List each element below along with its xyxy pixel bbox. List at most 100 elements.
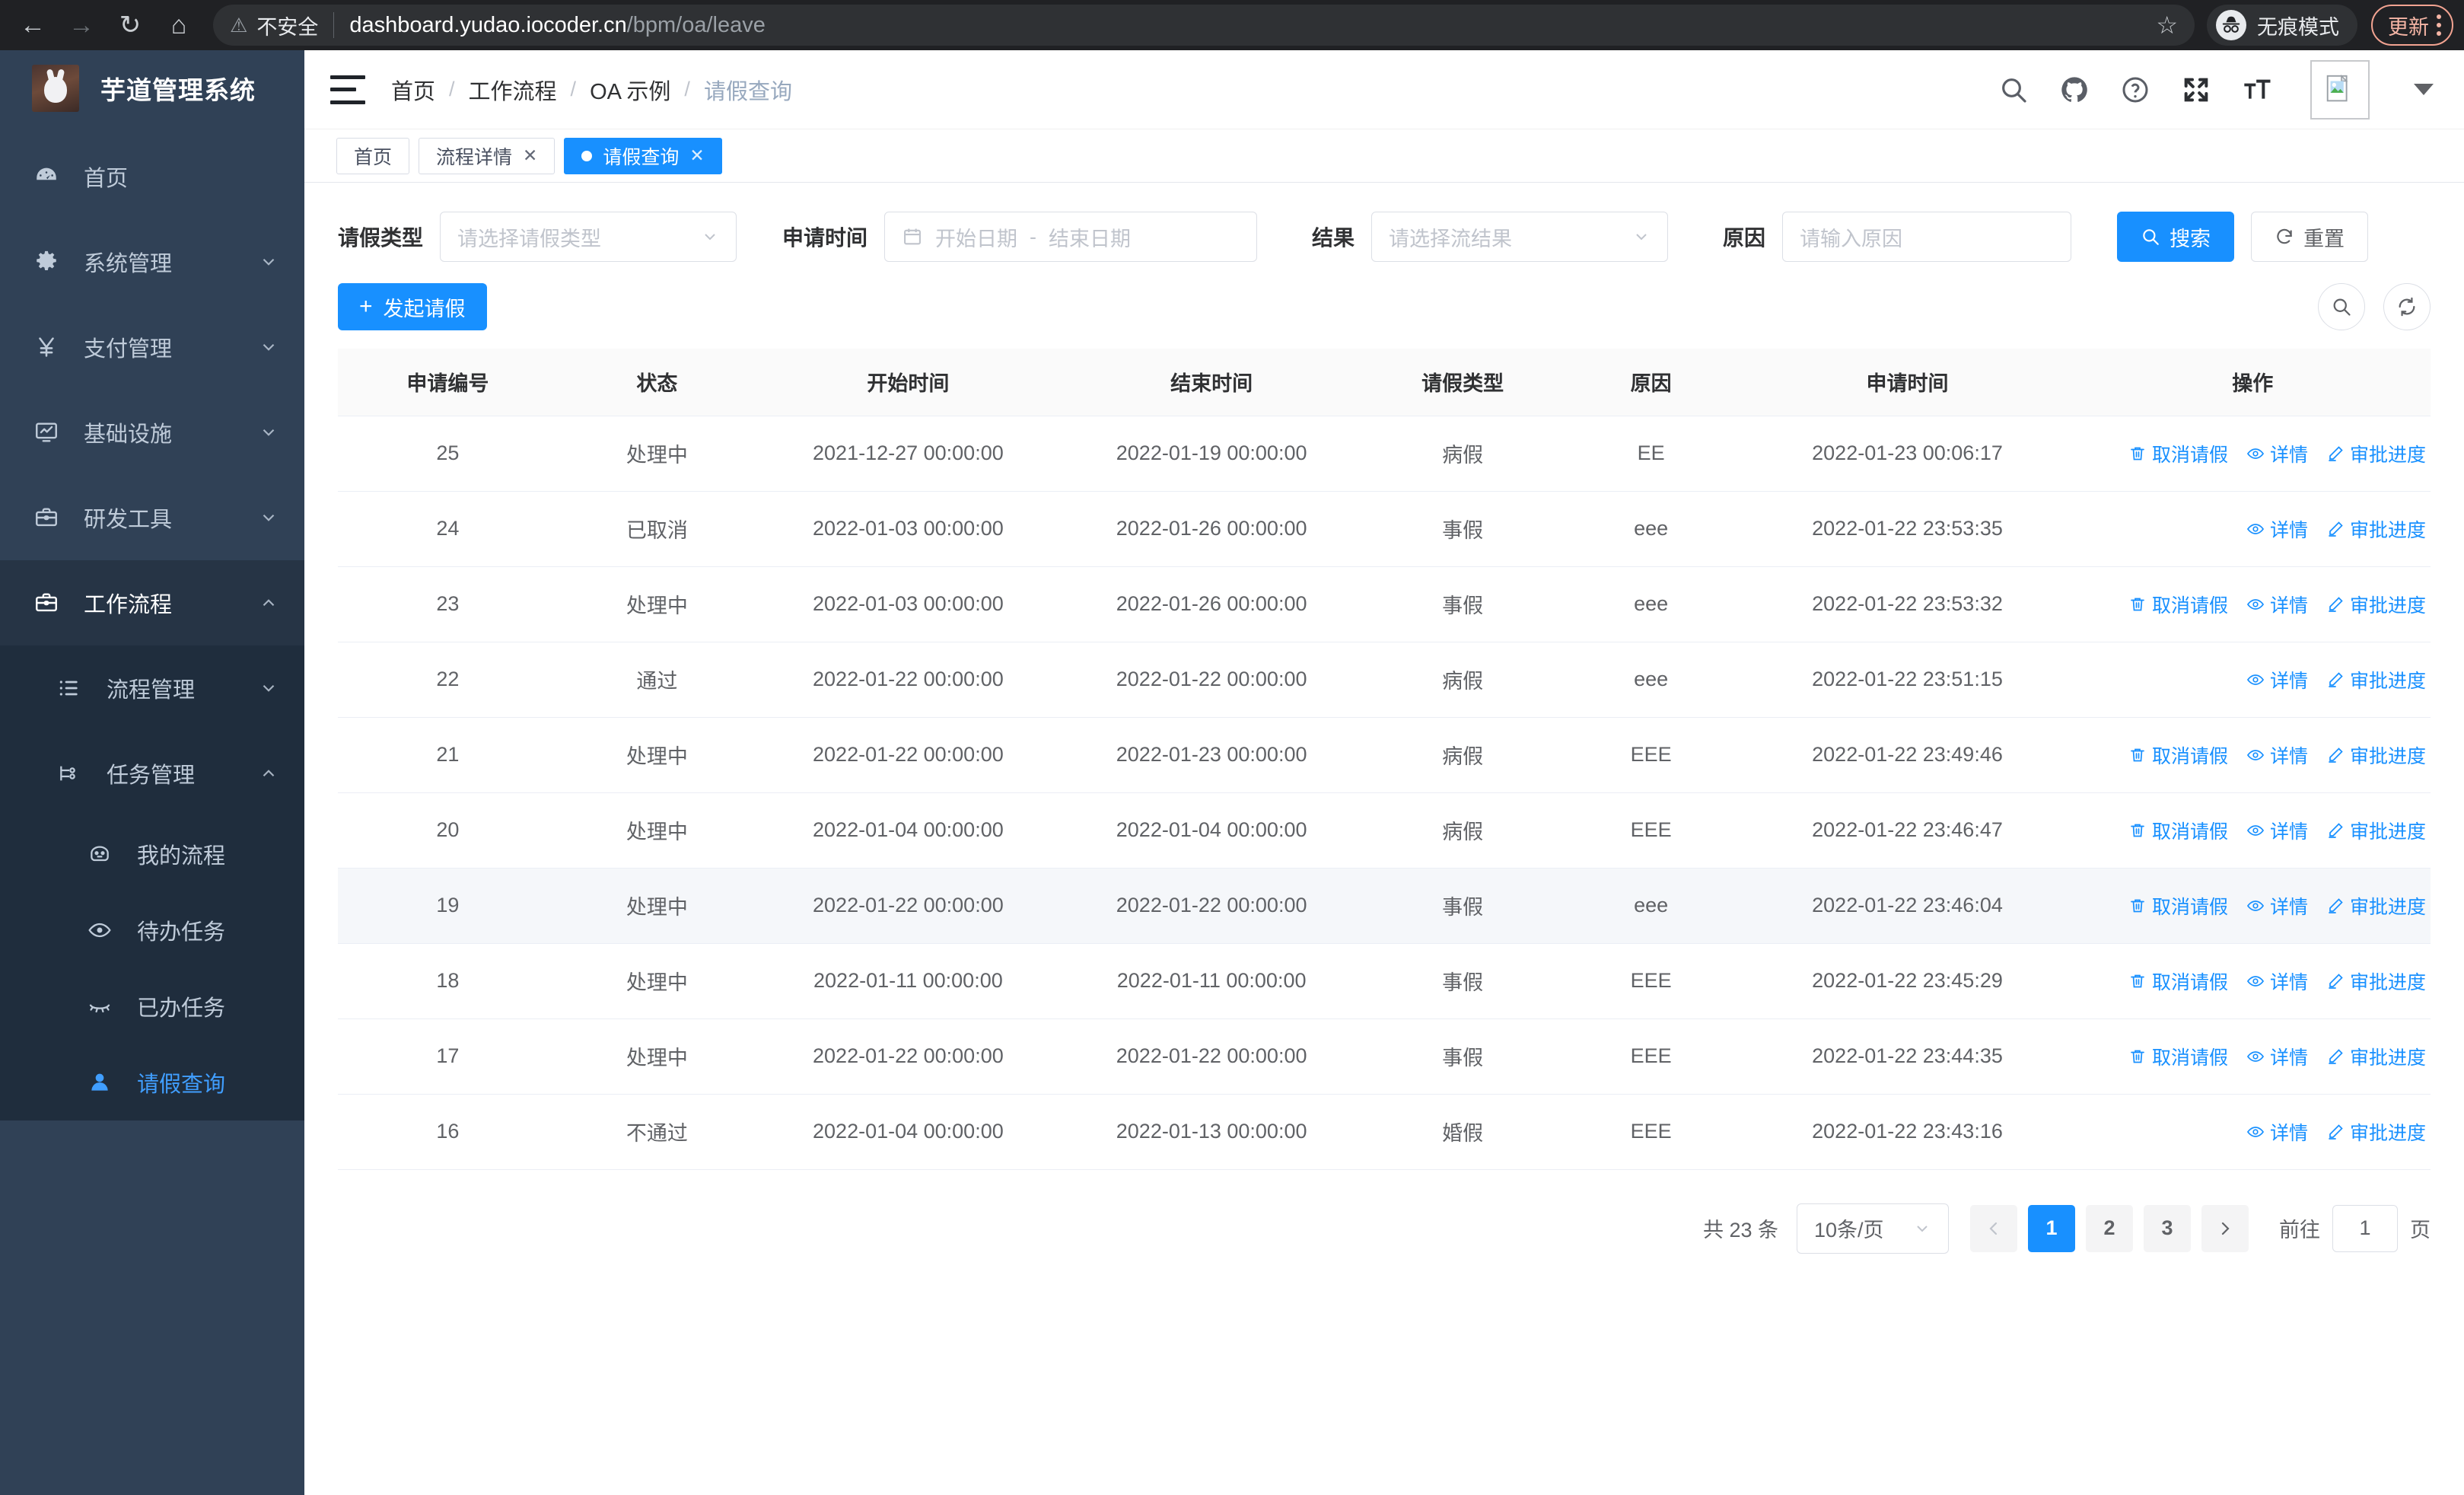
search-icon[interactable] xyxy=(1997,73,2030,107)
hamburger-menu-icon[interactable] xyxy=(330,75,365,104)
toolbar-refresh-button[interactable] xyxy=(2383,283,2431,330)
reason-input[interactable]: 请输入原因 xyxy=(1782,212,2072,262)
forward-icon[interactable]: → xyxy=(68,11,94,40)
detail-link[interactable]: 详情 xyxy=(2246,741,2308,769)
apply-time-range-picker[interactable]: 开始日期 - 结束日期 xyxy=(884,212,1258,262)
brand[interactable]: 芋道管理系统 xyxy=(0,50,304,126)
tab-process-detail[interactable]: 流程详情 ✕ xyxy=(419,137,556,174)
table-row[interactable]: 18 处理中 2022-01-11 00:00:00 2022-01-11 00:00… xyxy=(338,943,2431,1019)
sidebar-item-leave-query[interactable]: 请假查询 xyxy=(0,1044,304,1120)
detail-link[interactable]: 详情 xyxy=(2246,1118,2308,1146)
sidebar-item-system[interactable]: 系统管理 xyxy=(0,219,304,304)
cancel-leave-link[interactable]: 取消请假 xyxy=(2128,892,2228,920)
pagination-prev-button[interactable] xyxy=(1970,1204,2017,1252)
sidebar-item-label: 研发工具 xyxy=(84,508,173,532)
approval-progress-link[interactable]: 审批进度 xyxy=(2326,440,2426,467)
table-row[interactable]: 17 处理中 2022-01-22 00:00:00 2022-01-22 00:00… xyxy=(338,1018,2431,1095)
pagination-page-3[interactable]: 3 xyxy=(2144,1204,2191,1252)
approval-progress-link[interactable]: 审批进度 xyxy=(2326,1118,2426,1146)
sidebar-item-process-management[interactable]: 流程管理 xyxy=(0,645,304,731)
approval-progress-link[interactable]: 审批进度 xyxy=(2326,666,2426,693)
detail-link[interactable]: 详情 xyxy=(2246,666,2308,693)
reset-button[interactable]: 重置 xyxy=(2251,212,2369,262)
table-row[interactable]: 19 处理中 2022-01-22 00:00:00 2022-01-22 00:00… xyxy=(338,868,2431,944)
detail-link[interactable]: 详情 xyxy=(2246,515,2308,543)
sidebar-item-home[interactable]: 首页 xyxy=(0,134,304,219)
detail-link[interactable]: 详情 xyxy=(2246,967,2308,995)
breadcrumb-item[interactable]: 首页 xyxy=(391,79,436,104)
search-button[interactable]: 搜索 xyxy=(2117,212,2235,262)
reload-icon[interactable]: ↻ xyxy=(119,11,142,40)
approval-progress-link[interactable]: 审批进度 xyxy=(2326,741,2426,769)
close-icon[interactable]: ✕ xyxy=(523,145,538,165)
detail-link[interactable]: 详情 xyxy=(2246,817,2308,844)
date-range-separator: - xyxy=(1030,225,1037,248)
star-icon[interactable]: ☆ xyxy=(2156,11,2178,39)
approval-progress-link[interactable]: 审批进度 xyxy=(2326,892,2426,920)
pagination-page-1[interactable]: 1 xyxy=(2028,1204,2075,1252)
table-row[interactable]: 22 通过 2022-01-22 00:00:00 2022-01-22 00:00:… xyxy=(338,642,2431,718)
approval-progress-link[interactable]: 审批进度 xyxy=(2326,1043,2426,1070)
pencil-icon xyxy=(2329,897,2343,913)
detail-link[interactable]: 详情 xyxy=(2246,1043,2308,1070)
pagination-page-2[interactable]: 2 xyxy=(2086,1204,2133,1252)
breadcrumb-item[interactable]: OA 示例 xyxy=(590,79,671,104)
close-icon[interactable]: ✕ xyxy=(689,145,705,165)
sidebar-item-todo-tasks[interactable]: 待办任务 xyxy=(0,892,304,968)
incognito-indicator[interactable]: 无痕模式 xyxy=(2207,5,2357,46)
sidebar-item-done-tasks[interactable]: 已办任务 xyxy=(0,968,304,1044)
main-area: 首页 / 工作流程 / OA 示例 / 请假查询 xyxy=(304,50,2464,1495)
address-bar[interactable]: ⚠ 不安全 dashboard.yudao.iocoder.cn /bpm/oa… xyxy=(213,5,2195,46)
detail-label: 详情 xyxy=(2269,519,2308,541)
cancel-leave-link[interactable]: 取消请假 xyxy=(2128,967,2228,995)
sidebar-item-payment[interactable]: 支付管理 xyxy=(0,304,304,390)
help-circle-icon[interactable] xyxy=(2119,73,2152,107)
cancel-leave-link[interactable]: 取消请假 xyxy=(2128,817,2228,844)
jump-page-input[interactable]: 1 xyxy=(2332,1204,2398,1252)
approval-progress-link[interactable]: 审批进度 xyxy=(2326,591,2426,618)
sidebar-item-infrastructure[interactable]: 基础设施 xyxy=(0,390,304,475)
result-select[interactable]: 请选择流结果 xyxy=(1371,212,1669,262)
page-size-select[interactable]: 10条/页 xyxy=(1797,1203,1949,1254)
update-button[interactable]: 更新 xyxy=(2371,5,2453,46)
tab-home[interactable]: 首页 xyxy=(336,137,410,174)
back-icon[interactable]: ← xyxy=(20,11,46,40)
caret-down-icon[interactable] xyxy=(2414,84,2434,95)
page-size-label: 10条/页 xyxy=(1814,1219,1884,1242)
cancel-leave-link[interactable]: 取消请假 xyxy=(2128,440,2228,467)
sidebar-item-my-process[interactable]: 我的流程 xyxy=(0,816,304,892)
approval-progress-link[interactable]: 审批进度 xyxy=(2326,817,2426,844)
font-size-icon[interactable] xyxy=(2240,73,2274,107)
detail-link[interactable]: 详情 xyxy=(2246,892,2308,920)
github-icon[interactable] xyxy=(2058,73,2091,107)
cancel-leave-link[interactable]: 取消请假 xyxy=(2128,1043,2228,1070)
toolbar-search-button[interactable] xyxy=(2318,283,2365,330)
breadcrumb-item[interactable]: 工作流程 xyxy=(468,79,557,104)
table-row[interactable]: 16 不通过 2022-01-04 00:00:00 2022-01-13 00:00… xyxy=(338,1094,2431,1170)
table-row[interactable]: 20 处理中 2022-01-04 00:00:00 2022-01-04 00:00… xyxy=(338,792,2431,869)
detail-link[interactable]: 详情 xyxy=(2246,440,2308,467)
sidebar-item-workflow[interactable]: 工作流程 xyxy=(0,560,304,645)
add-leave-button[interactable]: + 发起请假 xyxy=(338,283,487,330)
cell-apply-id: 24 xyxy=(338,491,558,567)
home-icon[interactable]: ⌂ xyxy=(170,11,187,40)
approval-progress-link[interactable]: 审批进度 xyxy=(2326,967,2426,995)
broken-image-avatar-icon[interactable] xyxy=(2310,59,2370,120)
fullscreen-icon[interactable] xyxy=(2179,73,2213,107)
cell-leave-type: 婚假 xyxy=(1363,1094,1562,1170)
leave-type-select[interactable]: 请选择请假类型 xyxy=(440,212,737,262)
table-row[interactable]: 24 已取消 2022-01-03 00:00:00 2022-01-26 00:00… xyxy=(338,491,2431,567)
eye-closed-icon xyxy=(85,992,114,1021)
pagination-next-button[interactable] xyxy=(2201,1204,2249,1252)
sidebar-item-task-management[interactable]: 任务管理 xyxy=(0,731,304,816)
table-row[interactable]: 23 处理中 2022-01-03 00:00:00 2022-01-26 00:00… xyxy=(338,566,2431,642)
cancel-leave-link[interactable]: 取消请假 xyxy=(2128,741,2228,769)
tab-leave-query[interactable]: 请假查询 ✕ xyxy=(564,137,722,174)
detail-link[interactable]: 详情 xyxy=(2246,591,2308,618)
cancel-leave-link[interactable]: 取消请假 xyxy=(2128,591,2228,618)
table-row[interactable]: 21 处理中 2022-01-22 00:00:00 2022-01-23 00:00… xyxy=(338,717,2431,793)
table-row[interactable]: 25 处理中 2021-12-27 00:00:00 2022-01-19 00:00… xyxy=(338,416,2431,492)
sidebar-item-devtools[interactable]: 研发工具 xyxy=(0,475,304,560)
kebab-menu-icon[interactable] xyxy=(2437,14,2441,36)
approval-progress-link[interactable]: 审批进度 xyxy=(2326,515,2426,543)
